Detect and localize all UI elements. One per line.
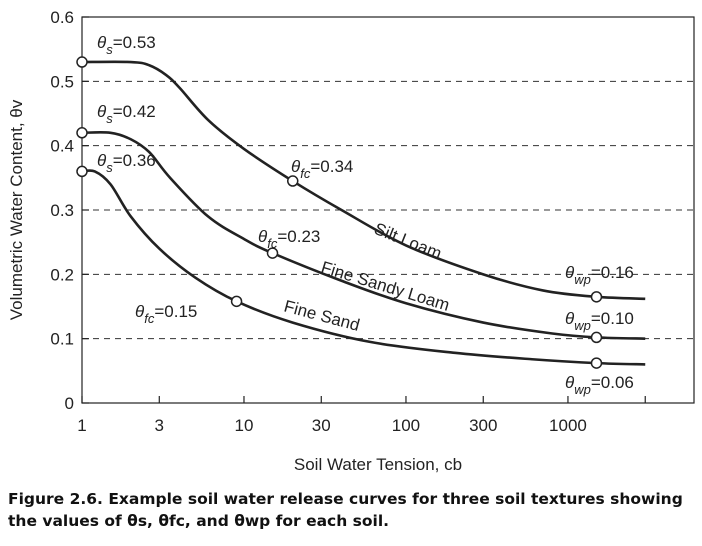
series-label: Fine Sand [282, 297, 362, 335]
y-axis-label: Volumetric Water Content, θv [7, 99, 26, 320]
x-tick-label: 100 [392, 416, 420, 435]
point-annotation: θs=0.53 [97, 33, 156, 57]
point-annotation: θfc=0.23 [258, 227, 320, 251]
point-annotation: θfc=0.34 [291, 157, 353, 181]
data-point [590, 357, 603, 369]
data-point [266, 247, 279, 259]
y-tick-label: 0.5 [50, 72, 74, 91]
y-tick-label: 0.6 [50, 8, 74, 27]
series-line [81, 131, 646, 340]
y-tick-label: 0 [65, 394, 74, 413]
data-point [590, 291, 603, 303]
x-tick-label: 1000 [549, 416, 587, 435]
data-point [76, 127, 88, 139]
y-tick-label: 0.1 [50, 330, 74, 349]
y-tick-label: 0.2 [50, 265, 74, 284]
data-point [590, 331, 603, 344]
point-annotation: θs=0.36 [97, 151, 156, 175]
point-annotation: θwp=0.06 [565, 373, 634, 397]
point-annotation: θs=0.42 [97, 102, 156, 126]
series-line [81, 169, 646, 366]
x-tick-label: 10 [235, 416, 254, 435]
point-annotation: θfc=0.15 [135, 302, 197, 326]
series-label: Fine Sandy Loam [319, 258, 452, 315]
point-annotation: θwp=0.10 [565, 309, 634, 333]
point-annotation: θwp=0.16 [565, 263, 634, 287]
data-point [286, 175, 299, 187]
x-axis-label: Soil Water Tension, cb [294, 455, 462, 474]
x-tick-label: 300 [469, 416, 497, 435]
series-line [81, 60, 646, 301]
data-point [76, 56, 88, 68]
figure-caption: Figure 2.6. Example soil water release c… [8, 490, 683, 530]
x-tick-label: 30 [312, 416, 331, 435]
chart-svg: 0 0.1 0.2 0.3 0.4 0.5 0.6 1 3 10 30 100 300 1000 Soil … [7, 8, 695, 474]
x-tick-label: 3 [155, 416, 164, 435]
data-point [76, 165, 88, 178]
y-tick-label: 0.4 [50, 137, 74, 156]
series-label: Silt Loam [372, 219, 445, 263]
data-point [230, 295, 243, 308]
x-tick-label: 1 [77, 416, 86, 435]
y-tick-label: 0.3 [50, 201, 74, 220]
